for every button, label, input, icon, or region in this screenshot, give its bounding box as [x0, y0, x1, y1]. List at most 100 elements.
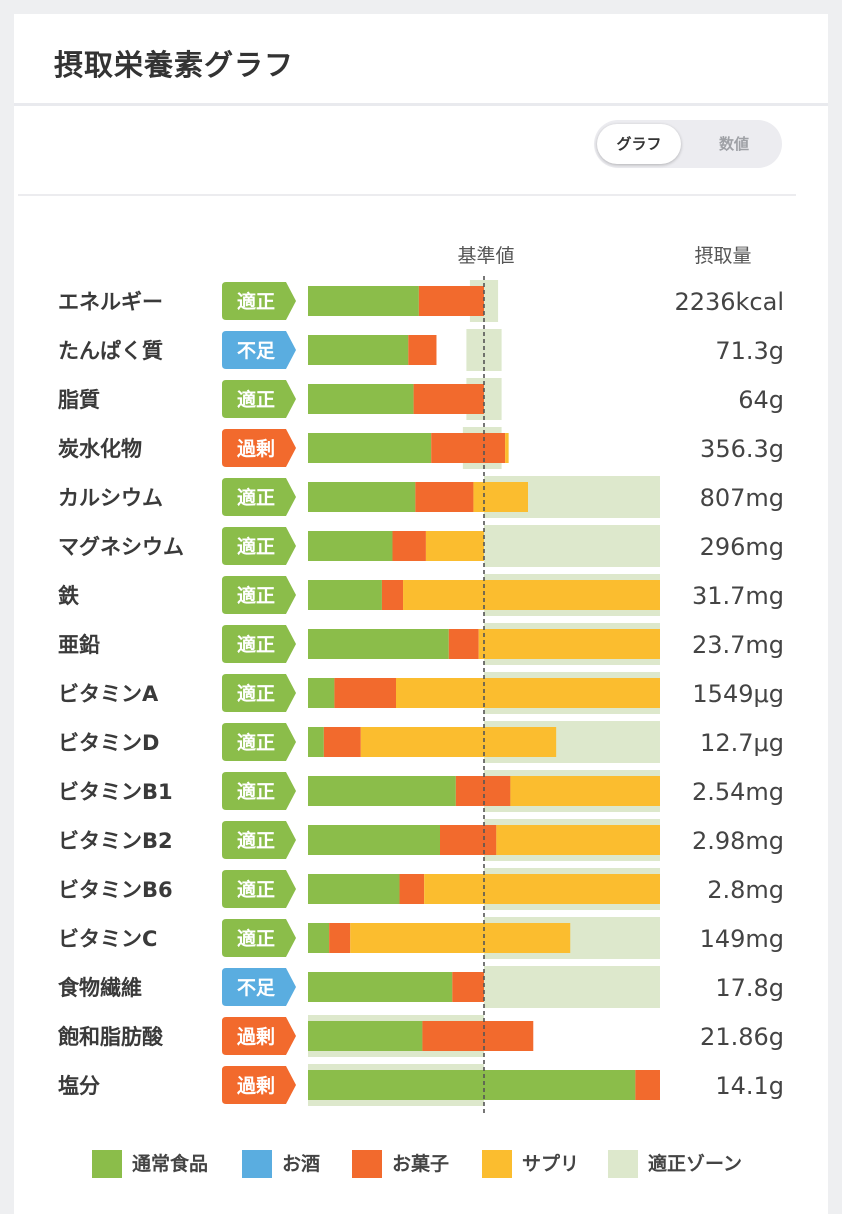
legend-swatch [608, 1150, 638, 1178]
status-badge-label: 適正 [237, 878, 275, 901]
nutrient-label: 脂質 [58, 388, 100, 412]
status-badge-label: 適正 [237, 780, 275, 803]
chart-row: ビタミンA 適正 1549μg [58, 672, 784, 714]
nutrient-label: エネルギー [58, 290, 163, 314]
status-badge [222, 723, 296, 761]
status-badge [222, 625, 296, 663]
chart-row: ビタミンB1 適正 2.54mg [58, 770, 784, 812]
divider [18, 194, 796, 196]
status-badge-label: 過剰 [237, 437, 275, 460]
chart-row: たんぱく質 不足 71.3g [58, 329, 784, 371]
nutrient-label: たんぱく質 [58, 339, 163, 363]
intake-value: 356.3g [700, 435, 784, 463]
chart-row: 炭水化物 過剰 356.3g [58, 427, 784, 469]
intake-value: 71.3g [715, 337, 784, 365]
status-badge-label: 適正 [237, 388, 275, 411]
intake-value: 807mg [700, 484, 784, 512]
status-badge-label: 適正 [237, 682, 275, 705]
intake-value: 21.86g [700, 1023, 784, 1051]
status-badge [222, 282, 296, 320]
toggle-graph-option[interactable]: グラフ [597, 124, 681, 164]
chart-row: ビタミンB6 適正 2.8mg [58, 868, 784, 910]
status-badge-label: 適正 [237, 535, 275, 558]
status-badge [222, 576, 296, 614]
bar-seg-normal-food [308, 874, 400, 904]
bar-seg-normal-food [308, 433, 432, 463]
nutrient-label: 亜鉛 [58, 633, 100, 657]
bar-seg-normal-food [308, 678, 335, 708]
bar-seg-snacks [415, 482, 474, 512]
bar-seg-supplement [473, 482, 528, 512]
status-badge-label: 適正 [237, 633, 275, 656]
bar-seg-supplement [403, 580, 660, 610]
bar-seg-normal-food [308, 1070, 636, 1100]
view-toggle[interactable]: グラフ 数値 [594, 120, 782, 168]
intake-value: 2.98mg [692, 827, 784, 855]
legend-label: お菓子 [392, 1153, 450, 1175]
bar-seg-supplement [424, 874, 660, 904]
bar-seg-normal-food [308, 482, 416, 512]
nutrient-label: カルシウム [58, 486, 163, 510]
bar-seg-supplement [478, 629, 660, 659]
status-badge [222, 331, 296, 369]
intake-value: 14.1g [715, 1072, 784, 1100]
chart-row: ビタミンC 適正 149mg [58, 917, 784, 959]
bar-seg-supplement [496, 825, 660, 855]
bar-seg-normal-food [308, 384, 414, 414]
nutrient-label: 食物繊維 [58, 976, 142, 1000]
status-badge [222, 968, 296, 1006]
bar-seg-supplement [505, 433, 509, 463]
status-badge-label: 過剰 [237, 1025, 275, 1048]
status-badge-label: 適正 [237, 290, 275, 313]
page-title: 摂取栄養素グラフ [54, 48, 295, 82]
bar-seg-snacks [422, 1021, 534, 1051]
nutrient-graph-card: 摂取栄養素グラフ [14, 14, 828, 1214]
status-badge-label: 適正 [237, 584, 275, 607]
bar-seg-snacks [329, 923, 351, 953]
card-header: 摂取栄養素グラフ [14, 14, 828, 106]
intake-value: 2236kcal [674, 288, 784, 316]
intake-header: 摂取量 [694, 245, 751, 267]
intake-value: 2.54mg [692, 778, 784, 806]
bar-seg-normal-food [308, 727, 324, 757]
chart-row: 塩分 過剰 14.1g [58, 1064, 784, 1106]
status-badge [222, 919, 296, 957]
nutrient-label: 塩分 [58, 1074, 100, 1098]
bar-seg-snacks [431, 433, 506, 463]
status-badge-label: 過剰 [237, 1074, 275, 1097]
status-badge [222, 429, 296, 467]
nutrient-label: ビタミンD [58, 731, 159, 755]
legend-swatch [352, 1150, 382, 1178]
toggle-value-option[interactable]: 数値 [718, 135, 749, 153]
nutrient-label: ビタミンA [58, 682, 159, 706]
bar-seg-supplement [350, 923, 571, 953]
status-badge [222, 772, 296, 810]
bar-seg-snacks [408, 335, 437, 365]
bar-seg-snacks [448, 629, 479, 659]
status-badge-label: 不足 [237, 977, 276, 999]
chart-row: 亜鉛 適正 23.7mg [58, 623, 784, 665]
bar-seg-normal-food [308, 972, 453, 1002]
status-badge [222, 478, 296, 516]
bar-seg-snacks [399, 874, 425, 904]
legend-label: お酒 [282, 1153, 321, 1175]
bar-seg-snacks [323, 727, 361, 757]
bar-seg-snacks [452, 972, 484, 1002]
intake-value: 1549μg [692, 680, 784, 708]
intake-value: 12.7μg [700, 729, 784, 757]
legend-swatch [92, 1150, 122, 1178]
bar-seg-supplement [360, 727, 557, 757]
bar-seg-supplement [510, 776, 660, 806]
legend-label: 適正ゾーン [648, 1153, 743, 1175]
bar-seg-normal-food [308, 923, 330, 953]
legend-label: サプリ [522, 1153, 580, 1175]
status-badge-label: 適正 [237, 486, 275, 509]
baseline-header: 基準値 [457, 245, 514, 267]
status-badge [222, 380, 296, 418]
bar-seg-normal-food [308, 580, 382, 610]
status-badge [222, 1066, 296, 1104]
bar-seg-snacks [455, 776, 511, 806]
chart-row: エネルギー 適正 2236kcal [58, 280, 784, 322]
bar-seg-normal-food [308, 1021, 423, 1051]
